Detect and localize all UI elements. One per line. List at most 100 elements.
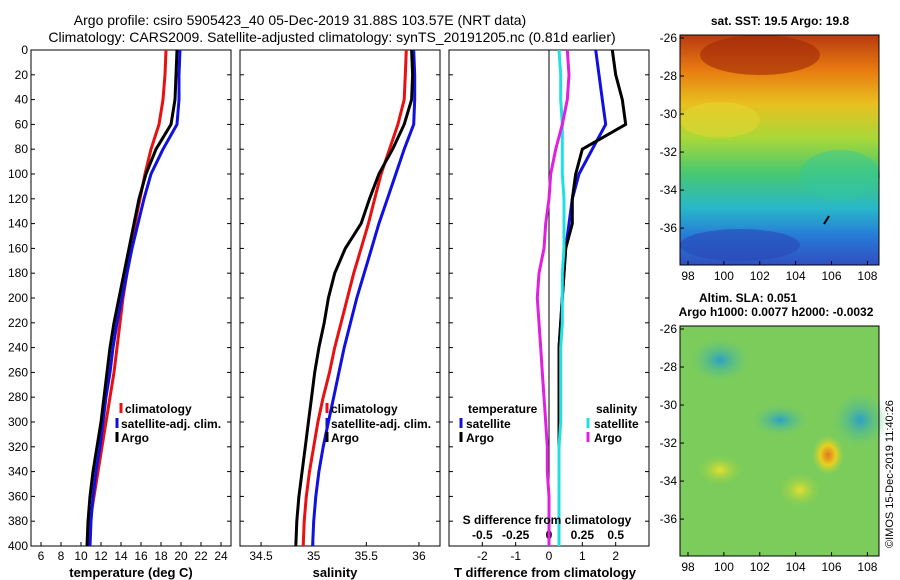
lat-tick-label: -32 bbox=[660, 436, 678, 450]
lat-tick-label: -26 bbox=[660, 322, 678, 336]
legend-t-satellite-label: satellite bbox=[466, 417, 511, 431]
sst-cold-patch bbox=[680, 229, 800, 261]
x-tick-label: 1 bbox=[579, 549, 586, 563]
lon-tick-label: 98 bbox=[681, 269, 695, 283]
lon-tick-label: 100 bbox=[714, 269, 734, 283]
lat-tick-label: -34 bbox=[660, 474, 678, 488]
depth-tick-label: 100 bbox=[8, 167, 28, 181]
temperature-legend: climatology satellite-adj. clim. Argo bbox=[115, 402, 221, 445]
credit-text: ©IMOS 15-Dec-2019 11:40:26 bbox=[884, 400, 896, 548]
x-tick-label: 36 bbox=[412, 549, 426, 563]
lat-tick-label: -34 bbox=[660, 183, 678, 197]
depth-tick-label: 80 bbox=[15, 142, 29, 156]
legend-satellite-label: satellite-adj. clim. bbox=[331, 417, 431, 431]
x-tick-label: 6 bbox=[38, 549, 45, 563]
x-tick-label: 24 bbox=[214, 549, 228, 563]
series-line-s-argo bbox=[535, 49, 571, 546]
lon-tick-label: 102 bbox=[750, 560, 770, 574]
x-tick-label: -2 bbox=[477, 549, 488, 563]
legend-argo-label: Argo bbox=[121, 431, 149, 445]
x-tick-label: 0 bbox=[546, 549, 553, 563]
depth-tick-label: 180 bbox=[8, 266, 28, 280]
sst-map-frame bbox=[679, 34, 880, 266]
lon-tick-label: 108 bbox=[857, 269, 877, 283]
legend-climatology-label: climatology bbox=[331, 402, 398, 416]
lon-tick-label: 104 bbox=[786, 560, 806, 574]
depth-tick-label: 340 bbox=[8, 465, 28, 479]
sla-low-patch bbox=[832, 392, 888, 448]
x-tick-label: 34.5 bbox=[249, 549, 273, 563]
depth-tick-label: 400 bbox=[8, 539, 28, 553]
lat-tick-label: -30 bbox=[660, 107, 678, 121]
sst-map-title: sat. SST: 19.5 Argo: 19.8 bbox=[711, 14, 850, 28]
x-tick-label: 2 bbox=[612, 549, 619, 563]
argo-position-marker bbox=[823, 215, 830, 225]
title-line-1: Argo profile: csiro 5905423_40 05-Dec-20… bbox=[74, 12, 526, 28]
sla-title-line-2: Argo h1000: 0.0077 h2000: -0.0032 bbox=[679, 305, 874, 319]
series-line-argo bbox=[85, 49, 179, 547]
legend-t-argo-label: Argo bbox=[466, 431, 494, 445]
depth-tick-label: 280 bbox=[8, 390, 28, 404]
sla-high-patch bbox=[696, 454, 744, 486]
sla-map-frame bbox=[679, 325, 880, 557]
depth-tick-label: 220 bbox=[8, 316, 28, 330]
depth-tick-label: 40 bbox=[15, 93, 29, 107]
series-line-t-argo bbox=[557, 49, 628, 546]
x-tick-label: 16 bbox=[134, 549, 148, 563]
lon-tick-label: 100 bbox=[714, 560, 734, 574]
sla-high-patch bbox=[778, 472, 822, 508]
x-tick-label: 22 bbox=[194, 549, 208, 563]
sla-low-patch bbox=[690, 338, 750, 382]
x-tick-label: 14 bbox=[114, 549, 128, 563]
lat-tick-label: -28 bbox=[660, 69, 678, 83]
sst-warm-patch bbox=[700, 35, 820, 75]
x-tick-label: 10 bbox=[74, 549, 88, 563]
sst-map bbox=[679, 34, 880, 266]
lat-tick-label: -32 bbox=[660, 145, 678, 159]
lon-tick-label: 108 bbox=[857, 560, 877, 574]
lon-tick-label: 104 bbox=[786, 269, 806, 283]
depth-tick-label: 240 bbox=[8, 341, 28, 355]
sla-title-line-1: Altim. SLA: 0.051 bbox=[699, 291, 797, 305]
salinity-panel-frame bbox=[239, 49, 441, 547]
sla-map bbox=[679, 325, 888, 557]
series-line-satellite-adj-clim- bbox=[311, 49, 417, 547]
x-tick-label: 20 bbox=[174, 549, 188, 563]
title-line-2: Climatology: CARS2009. Satellite-adjuste… bbox=[48, 29, 615, 45]
temperature-panel-frame bbox=[30, 49, 232, 547]
lon-tick-label: 98 bbox=[681, 560, 695, 574]
sst-mid-patch bbox=[680, 102, 760, 138]
depth-tick-label: 380 bbox=[8, 514, 28, 528]
depth-tick-label: 20 bbox=[15, 68, 29, 82]
sst-cool-patch bbox=[800, 150, 880, 200]
s-difference-xlabel: S difference from climatology bbox=[463, 513, 632, 527]
depth-tick-label: 320 bbox=[8, 440, 28, 454]
depth-tick-label: 60 bbox=[15, 117, 29, 131]
x-tick-label: 35.5 bbox=[355, 549, 379, 563]
difference-legend: temperature satellite Argo salinity sate… bbox=[459, 402, 639, 445]
temperature-xlabel: temperature (deg C) bbox=[69, 565, 193, 580]
legend-s-argo-label: Argo bbox=[594, 431, 622, 445]
series-line-climatology bbox=[301, 49, 408, 547]
x-tick-label: 8 bbox=[58, 549, 65, 563]
x-tick-label: 18 bbox=[154, 549, 168, 563]
series-line-satellite-adj-clim- bbox=[88, 49, 182, 547]
s-tick-label: -0.5 bbox=[472, 528, 493, 542]
t-difference-xlabel: T difference from climatology bbox=[454, 565, 637, 580]
series-line-t-satellite bbox=[557, 49, 608, 546]
s-tick-label: 0.5 bbox=[607, 528, 624, 542]
lon-tick-label: 106 bbox=[822, 269, 842, 283]
lon-tick-label: 102 bbox=[750, 269, 770, 283]
salinity-xlabel: salinity bbox=[313, 565, 359, 580]
depth-tick-label: 160 bbox=[8, 241, 28, 255]
lat-tick-label: -28 bbox=[660, 360, 678, 374]
lon-tick-label: 106 bbox=[822, 560, 842, 574]
series-line-climatology bbox=[86, 49, 168, 547]
lat-tick-label: -26 bbox=[660, 31, 678, 45]
depth-tick-label: 120 bbox=[8, 192, 28, 206]
legend-satellite-label: satellite-adj. clim. bbox=[121, 417, 221, 431]
depth-tick-label: 200 bbox=[8, 291, 28, 305]
depth-tick-label: 260 bbox=[8, 365, 28, 379]
lat-tick-label: -30 bbox=[660, 398, 678, 412]
